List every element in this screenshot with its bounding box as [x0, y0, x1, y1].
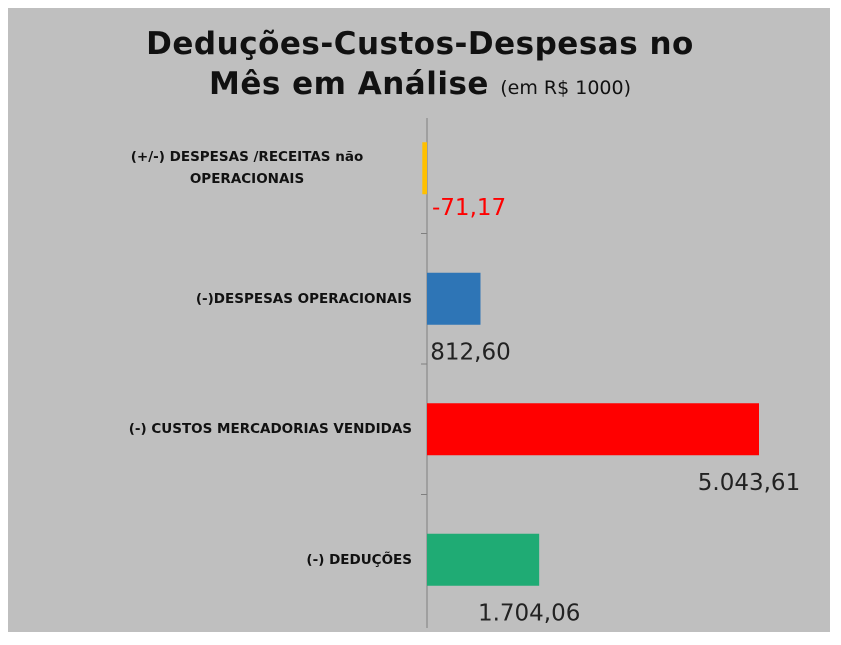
category-label: (-) DEDUÇÕES	[306, 551, 412, 568]
bar	[427, 272, 481, 325]
category-label: (+/-) DESPESAS /RECEITAS não OPERACIONAI…	[130, 149, 364, 188]
chart-subtitle: (em R$ 1000)	[500, 77, 631, 99]
value-label: 5.043,61	[698, 470, 800, 496]
value-label: -71,17	[432, 195, 506, 221]
bar	[427, 533, 540, 586]
chart-title: Deduções-Custos-Despesas no Mês em Análi…	[146, 26, 694, 102]
value-label: 1.704,06	[478, 600, 580, 626]
category-label: (-)DESPESAS OPERACIONAIS	[195, 290, 412, 307]
value-label: 812,60	[430, 339, 510, 365]
bar	[427, 403, 759, 456]
bar	[422, 142, 427, 195]
chart-title-block: Deduções-Custos-Despesas no Mês em Análi…	[110, 24, 730, 108]
category-label: (-) CUSTOS MERCADORIAS VENDIDAS	[128, 421, 412, 438]
plot-area	[8, 8, 830, 632]
